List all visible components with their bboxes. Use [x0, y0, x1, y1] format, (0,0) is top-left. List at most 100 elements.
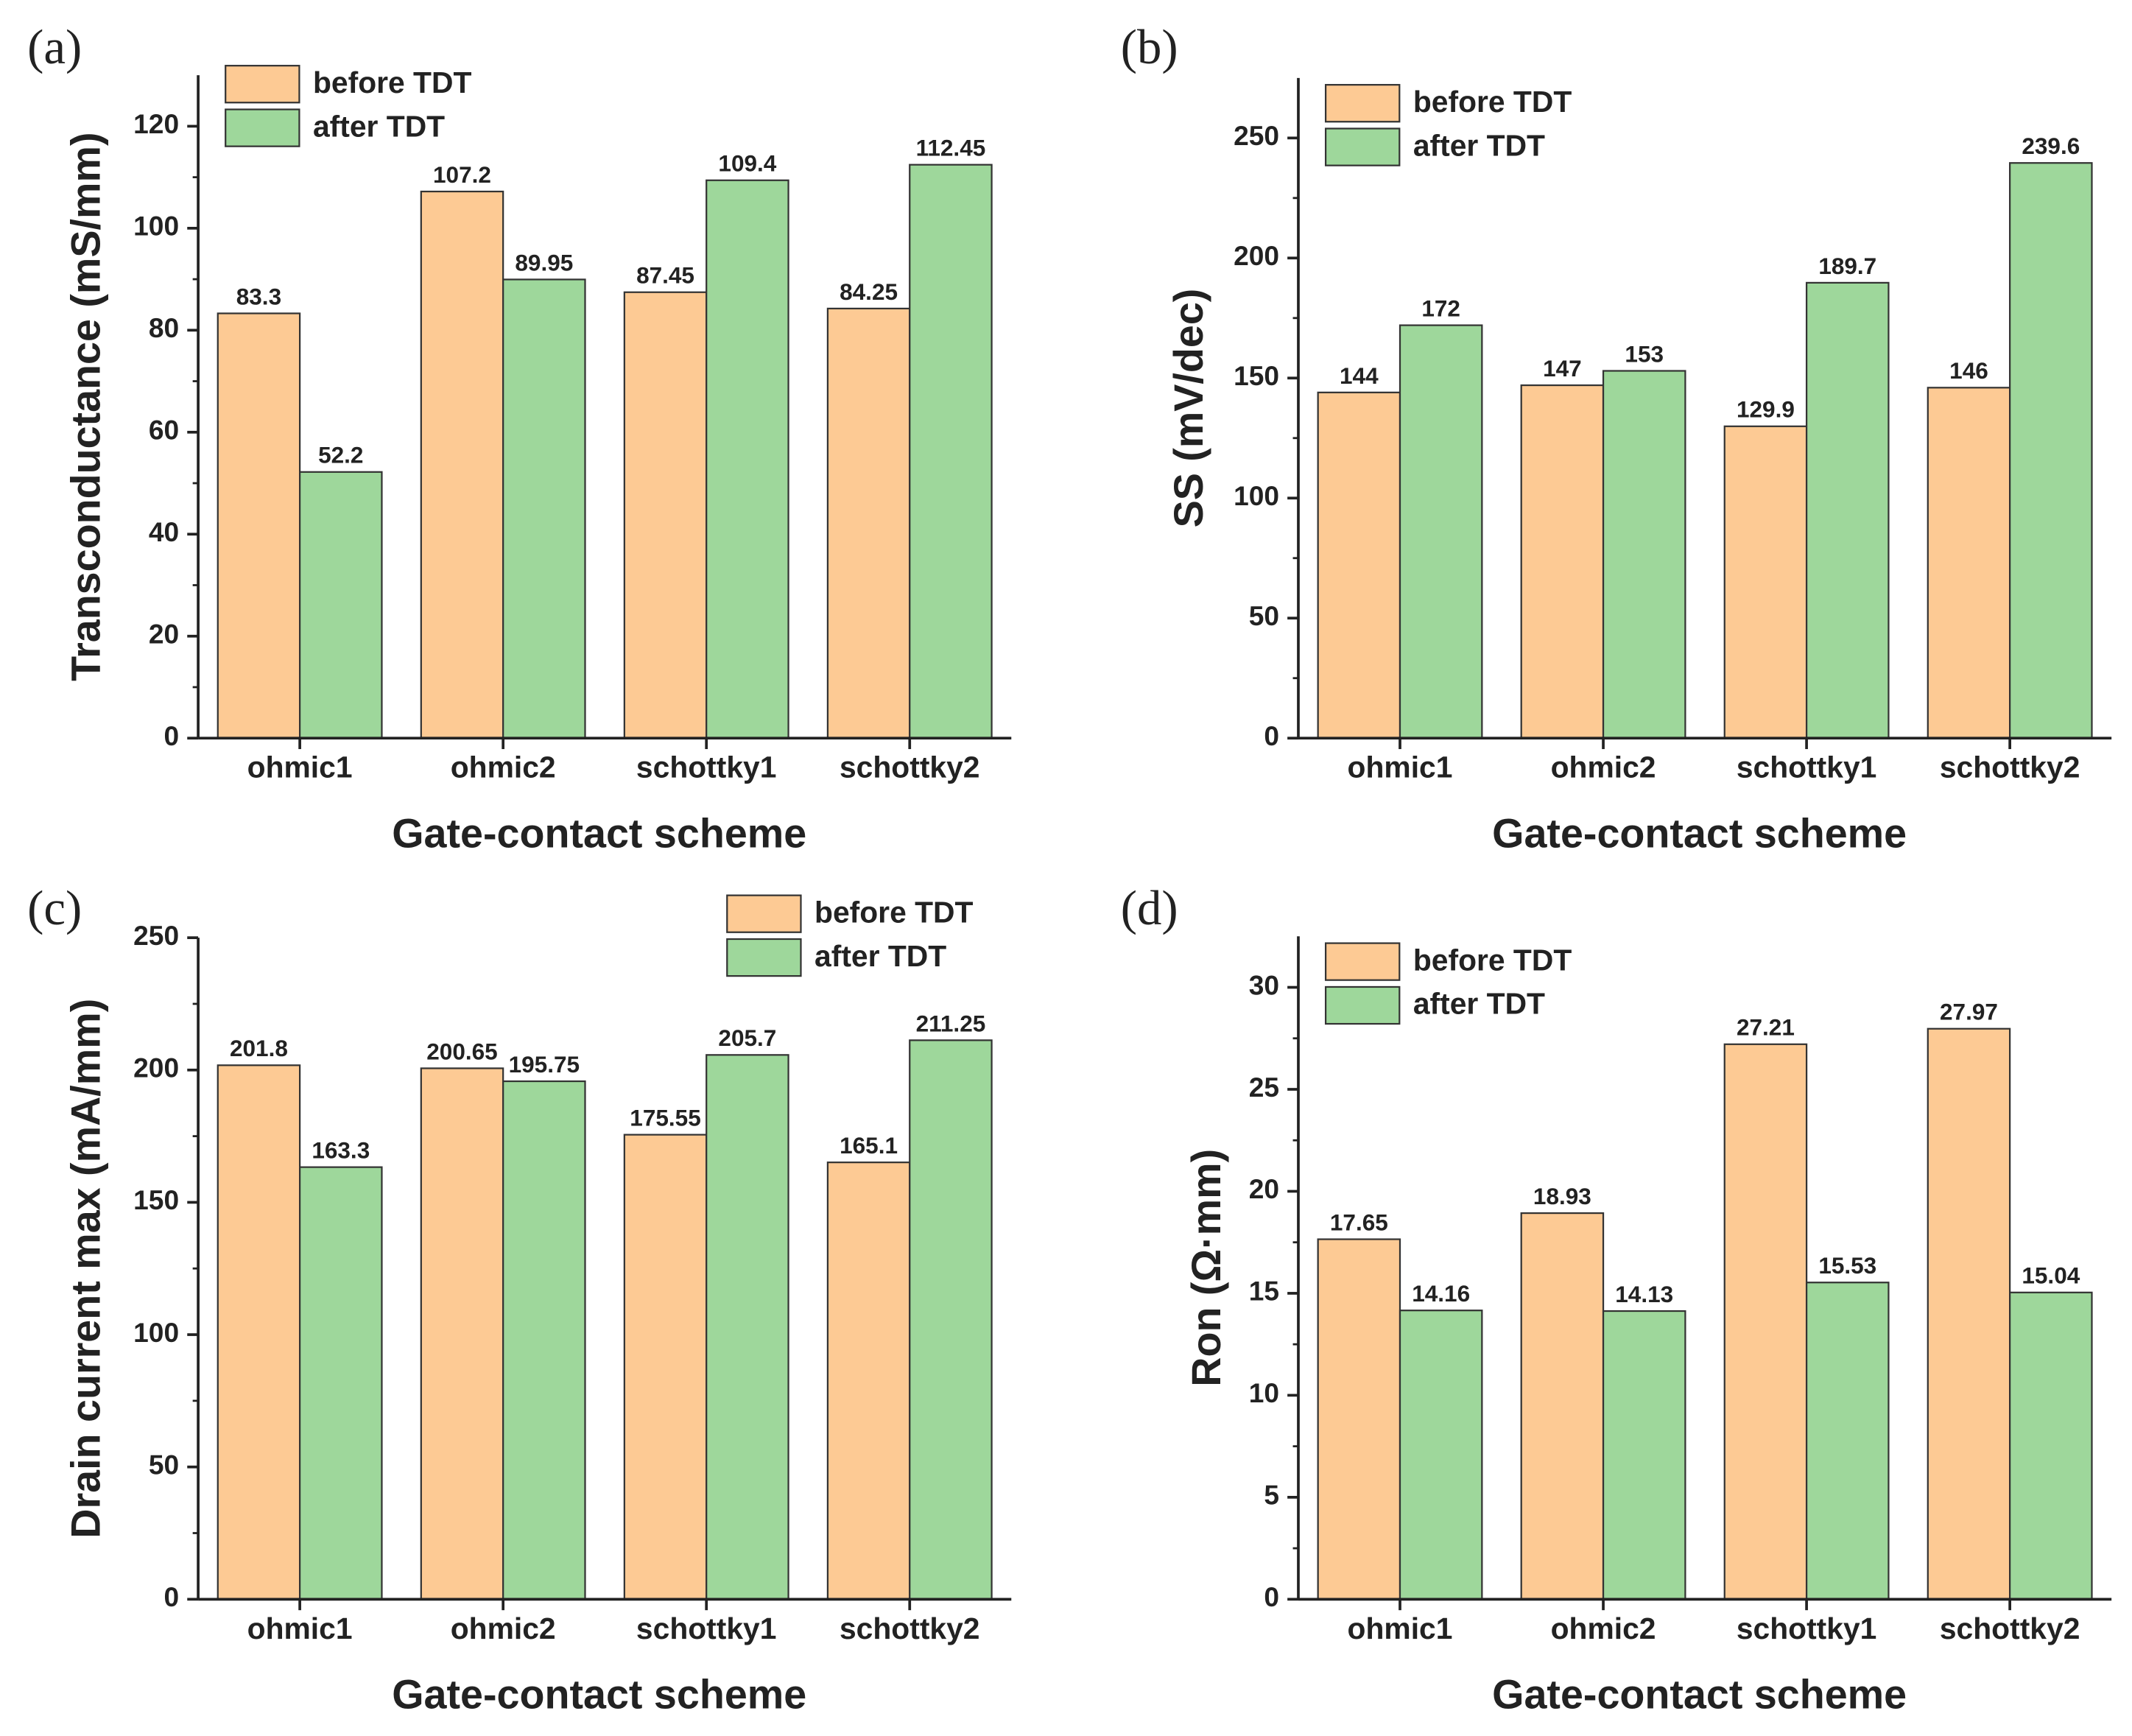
value-label: 211.25 [916, 1010, 986, 1036]
x-axis-title: Gate-contact scheme [1492, 1672, 1907, 1718]
bar [1317, 1238, 1401, 1600]
x-tick-label: ohmic2 [1551, 751, 1656, 784]
legend-label: before TDT [815, 895, 973, 929]
y-tick-label: 200 [133, 1053, 179, 1083]
y-axis-title: Drain current max (mA/mm) [63, 999, 108, 1539]
legend-label: after TDT [815, 939, 946, 973]
bar [1723, 425, 1808, 739]
x-tick-label: ohmic1 [247, 751, 353, 784]
y-tick-label: 150 [133, 1184, 179, 1215]
bar [2009, 162, 2093, 739]
value-label: 205.7 [718, 1025, 776, 1051]
x-tick-label: ohmic1 [247, 1612, 353, 1645]
value-label: 112.45 [916, 135, 986, 161]
value-label: 163.3 [312, 1137, 370, 1164]
value-label: 17.65 [1330, 1209, 1388, 1235]
value-label: 195.75 [509, 1051, 580, 1078]
panel-label: (a) [27, 20, 82, 74]
bar [420, 190, 504, 739]
y-tick-label: 250 [133, 920, 179, 951]
x-tick-label: schottky1 [1737, 751, 1877, 784]
value-label: 153 [1625, 340, 1664, 367]
value-label: 165.1 [840, 1132, 898, 1159]
bar [1602, 370, 1686, 739]
panel-label: (c) [27, 881, 82, 935]
y-tick-label: 0 [163, 1581, 179, 1612]
y-axis-title: Transconductance (mS/mm) [63, 132, 108, 681]
value-label: 109.4 [718, 150, 776, 177]
value-label: 18.93 [1533, 1183, 1591, 1209]
y-tick-label: 50 [1249, 600, 1279, 631]
x-tick-label: ohmic2 [1551, 1612, 1656, 1645]
y-tick-label: 40 [149, 516, 179, 547]
x-tick-label: schottky2 [840, 1612, 980, 1645]
value-label: 239.6 [2022, 133, 2080, 159]
bar [1723, 1043, 1808, 1600]
value-label: 14.13 [1615, 1281, 1673, 1307]
x-axis-title: Gate-contact scheme [392, 1672, 806, 1718]
bar [1805, 1282, 1890, 1600]
x-tick-label: ohmic2 [451, 1612, 556, 1645]
bar [420, 1067, 504, 1600]
legend-label: after TDT [1413, 987, 1545, 1021]
legend-label: after TDT [1413, 128, 1545, 162]
y-tick-label: 30 [1249, 969, 1279, 1000]
bar [909, 1039, 993, 1600]
y-tick-label: 0 [163, 720, 179, 751]
y-tick-label: 100 [133, 211, 179, 242]
legend-swatch [1324, 84, 1401, 123]
bar [217, 312, 301, 739]
y-tick-label: 120 [133, 108, 179, 139]
value-label: 27.97 [1940, 999, 1998, 1025]
y-tick-label: 60 [149, 415, 179, 446]
x-tick-label: ohmic1 [1348, 751, 1453, 784]
bar [502, 278, 586, 739]
value-label: 87.45 [636, 262, 694, 289]
value-label: 83.3 [236, 283, 281, 309]
value-label: 14.16 [1412, 1280, 1470, 1307]
y-tick-label: 50 [149, 1449, 179, 1480]
legend-swatch [726, 938, 802, 977]
bar [706, 179, 789, 739]
value-label: 201.8 [230, 1035, 288, 1061]
value-label: 15.53 [1818, 1252, 1876, 1279]
x-tick-label: schottky1 [636, 751, 777, 784]
x-tick-label: schottky1 [1737, 1612, 1877, 1645]
value-label: 147 [1543, 355, 1582, 382]
y-tick-label: 10 [1249, 1377, 1279, 1408]
y-axis-title: Ron (Ω·mm) [1183, 1149, 1229, 1387]
legend-swatch [1324, 985, 1401, 1025]
x-tick-label: schottky1 [636, 1612, 777, 1645]
y-tick-label: 20 [1249, 1173, 1279, 1204]
x-axis-title: Gate-contact scheme [392, 811, 806, 857]
value-label: 107.2 [433, 161, 491, 188]
y-tick-label: 150 [1234, 360, 1279, 391]
y-tick-label: 25 [1249, 1072, 1279, 1103]
legend-swatch [726, 894, 802, 933]
y-tick-label: 0 [1264, 1581, 1279, 1612]
legend-swatch [1324, 127, 1401, 166]
y-tick-label: 250 [1234, 120, 1279, 151]
bar [217, 1064, 301, 1600]
value-label: 15.04 [2022, 1262, 2080, 1289]
bar [1399, 1310, 1483, 1600]
legend-label: before TDT [1413, 943, 1572, 977]
y-tick-label: 80 [149, 312, 179, 343]
bar [1520, 1212, 1605, 1600]
value-label: 175.55 [630, 1105, 700, 1131]
value-label: 200.65 [426, 1038, 497, 1064]
bar [1927, 387, 2011, 739]
x-axis-title: Gate-contact scheme [1492, 811, 1907, 857]
value-label: 144 [1340, 362, 1379, 389]
legend-label: before TDT [1413, 85, 1572, 119]
x-tick-label: ohmic2 [451, 751, 556, 784]
y-tick-label: 5 [1264, 1480, 1279, 1511]
bar [1927, 1027, 2011, 1600]
legend-label: after TDT [313, 109, 445, 143]
legend-swatch [225, 108, 300, 147]
value-label: 189.7 [1818, 253, 1876, 279]
x-tick-label: schottky2 [840, 751, 980, 784]
bar [298, 1166, 383, 1600]
bar [826, 307, 911, 739]
legend-label: before TDT [313, 66, 471, 99]
